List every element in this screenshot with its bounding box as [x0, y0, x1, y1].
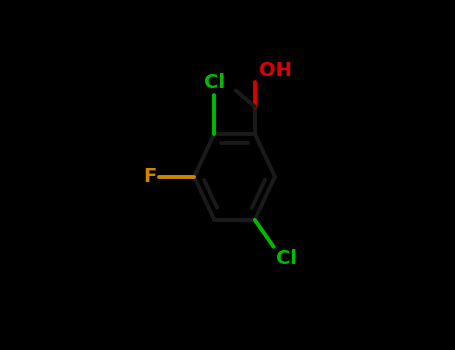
- Text: OH: OH: [259, 61, 292, 80]
- Text: Cl: Cl: [276, 249, 297, 268]
- Text: Cl: Cl: [204, 74, 225, 92]
- Text: F: F: [143, 167, 157, 186]
